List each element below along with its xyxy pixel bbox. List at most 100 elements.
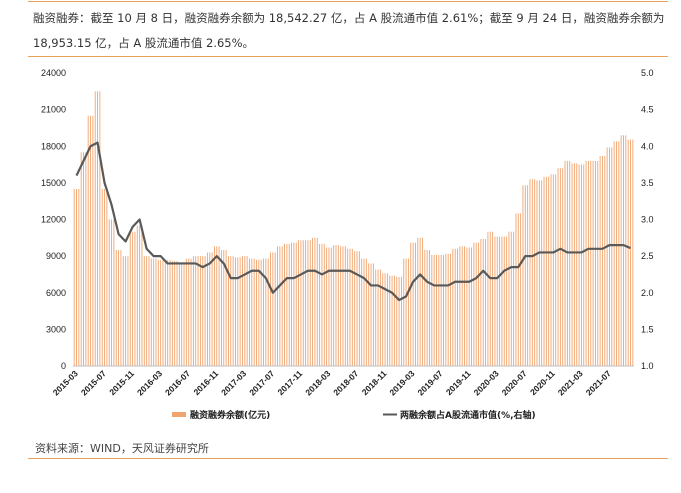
bar-stroke	[270, 252, 271, 366]
bar-stroke	[372, 263, 374, 366]
bar-stroke	[188, 258, 190, 366]
bar-stroke	[97, 91, 98, 366]
bar-stroke	[555, 174, 557, 366]
bar-stroke	[120, 250, 122, 366]
bar-stroke	[176, 261, 178, 366]
bar-stroke	[503, 236, 505, 366]
bar-stroke	[169, 259, 171, 366]
bar-2020-02	[487, 231, 494, 366]
bar-stroke	[307, 240, 309, 366]
bar-stroke	[566, 160, 568, 366]
bar-stroke	[253, 258, 255, 366]
bar-2017-12	[305, 240, 311, 366]
bar-stroke	[597, 160, 599, 366]
bar-stroke	[452, 248, 454, 366]
bar-stroke	[302, 240, 304, 366]
bar-stroke	[573, 163, 575, 366]
left-axis-tick: 12000	[41, 215, 66, 225]
top-rule	[28, 1, 668, 2]
bar-stroke	[92, 115, 94, 366]
bar-stroke	[132, 231, 134, 366]
bar-stroke	[400, 276, 402, 366]
bar-stroke	[431, 254, 433, 366]
bar-2019-06	[431, 254, 437, 366]
bar-stroke	[281, 246, 283, 366]
header-text: 融资融券：截至 10 月 8 日，融资融券余额为 18,542.27 亿，占 A…	[33, 11, 665, 50]
bar-stroke	[457, 248, 458, 366]
right-axis-tick: 4.0	[641, 141, 654, 151]
bar-2016-02	[150, 258, 157, 366]
bar-stroke	[295, 242, 297, 366]
bar-stroke	[627, 139, 629, 366]
bar-stroke	[298, 240, 300, 366]
bar-stroke	[412, 242, 414, 366]
bar-2019-02	[403, 258, 409, 366]
bar-stroke	[545, 176, 547, 366]
bar-stroke	[286, 243, 288, 366]
bar-stroke	[459, 246, 461, 366]
bar-2018-05	[340, 246, 346, 366]
bar-stroke	[492, 231, 494, 366]
bar-2018-09	[368, 263, 374, 366]
bar-stroke	[559, 168, 561, 366]
x-axis-tick: 2016-07	[163, 368, 192, 397]
x-axis-tick: 2016-11	[191, 368, 220, 397]
bar-2015-04	[80, 152, 87, 366]
bar-stroke	[258, 259, 260, 366]
bar-stroke	[237, 257, 239, 366]
bar-stroke	[630, 139, 631, 366]
bar-2015-05	[87, 115, 94, 366]
bar-2016-04	[164, 259, 171, 366]
bar-stroke	[417, 237, 419, 366]
bar-stroke	[80, 152, 82, 366]
bar-stroke	[344, 246, 346, 366]
bar-stroke	[223, 250, 225, 366]
bar-stroke	[609, 147, 610, 366]
bar-2021-07	[606, 147, 613, 366]
bar-stroke	[620, 135, 622, 366]
bar-stroke	[375, 269, 377, 366]
right-axis-tick: 1.0	[641, 361, 654, 371]
bar-stroke	[199, 256, 201, 367]
bar-stroke	[454, 248, 456, 366]
bar-stroke	[330, 247, 332, 366]
bar-stroke	[543, 176, 545, 366]
bar-stroke	[94, 91, 96, 366]
bar-2017-07	[270, 252, 276, 366]
bar-stroke	[167, 259, 169, 366]
bar-2017-04	[249, 258, 255, 366]
bar-stroke	[333, 245, 335, 366]
bar-stroke	[361, 258, 363, 366]
bar-stroke	[122, 256, 124, 367]
margin-financing-chart: 0 3000 6000 9000 12000 15000 18000 21000 24000 1.…	[41, 68, 654, 421]
bar-stroke	[538, 180, 540, 366]
bar-stroke	[396, 276, 398, 366]
bar-2018-03	[326, 247, 332, 366]
bar-2018-01	[312, 237, 318, 366]
x-axis-tick: 2017-03	[219, 368, 248, 397]
bar-stroke	[181, 262, 183, 366]
bar-stroke	[606, 147, 608, 366]
bar-stroke	[85, 152, 87, 366]
bar-stroke	[410, 242, 412, 366]
bar-stroke	[230, 256, 232, 367]
bar-2015-08	[108, 219, 115, 366]
bar-stroke	[564, 160, 566, 366]
bar-stroke	[384, 273, 386, 366]
bar-stroke	[323, 243, 325, 366]
bar-2017-03	[242, 256, 248, 367]
left-axis-tick: 24000	[41, 68, 66, 78]
bar-stroke	[340, 246, 342, 366]
bar-stroke	[129, 231, 131, 366]
bar-stroke	[204, 256, 206, 367]
bar-stroke	[284, 243, 285, 366]
x-axis-tick: 2015-07	[79, 368, 108, 397]
bar-2020-12	[557, 168, 564, 366]
bar-stroke	[548, 176, 550, 366]
bar-2018-06	[347, 248, 353, 366]
bar-stroke	[429, 250, 430, 366]
bar-stroke	[157, 259, 159, 366]
bar-stroke	[300, 240, 302, 366]
bar-2019-04	[417, 237, 423, 366]
x-axis-tick: 2020-07	[500, 368, 529, 397]
